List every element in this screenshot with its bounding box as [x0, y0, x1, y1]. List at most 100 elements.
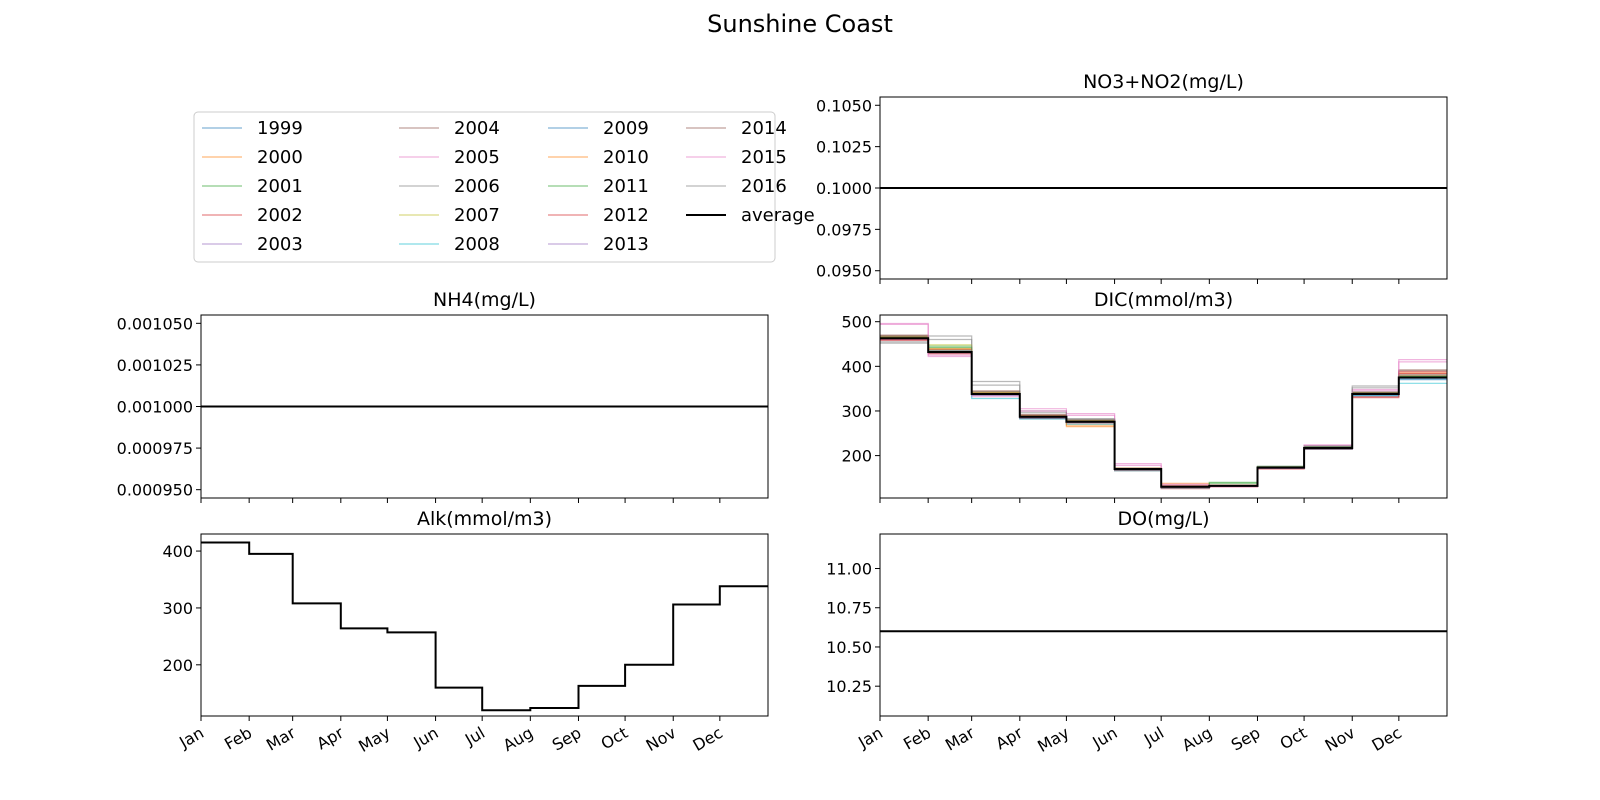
y-tick-label: 0.1050 — [816, 96, 872, 115]
panel-frame — [879, 533, 1448, 717]
panel-no3: NO3+NO2(mg/L) 0.0950 0.0975 0.1000 0.1025 0.1… — [816, 71, 1448, 284]
y-tick-label: 300 — [162, 599, 193, 618]
panel-frame — [879, 314, 1448, 499]
x-tick-label: Apr — [992, 723, 1026, 754]
series-line-average — [880, 337, 1447, 488]
legend-entry-2003: 2003 — [257, 234, 303, 255]
legend-entry-2001: 2001 — [257, 176, 303, 197]
legend-entry-average: average — [741, 205, 815, 226]
legend-frame — [193, 111, 776, 263]
y-tick-label: 10.75 — [826, 599, 872, 618]
legend-entry-2015: 2015 — [741, 147, 787, 168]
x-tick-label: Nov — [643, 723, 680, 755]
series-line-2003 — [880, 338, 1447, 488]
y-tick-label: 0.000975 — [117, 439, 193, 458]
legend-entry-1999: 1999 — [257, 118, 303, 139]
panel-nh4: NH4(mg/L) 0.000950 0.000975 0.001000 0.00102… — [117, 289, 769, 503]
x-tick-label: Mar — [263, 723, 299, 755]
y-tick-label: 400 — [162, 542, 193, 561]
series-line-2010 — [880, 336, 1447, 487]
x-tick-label: Jul — [1140, 723, 1167, 750]
y-tick-label: 0.0975 — [816, 220, 872, 239]
series-line-2004 — [880, 334, 1447, 487]
x-tick-label: May — [355, 723, 393, 756]
x-tick-label: Jun — [1089, 723, 1121, 752]
series-line-2006 — [880, 335, 1447, 487]
legend-entry-2016: 2016 — [741, 176, 787, 197]
panel-title-nh4: NH4(mg/L) — [433, 289, 536, 311]
legend: 1999 2000 2001 2002 2003 2004 2005 2006 2007 2008… — [193, 111, 815, 263]
x-tick-label: Feb — [900, 723, 934, 754]
x-tick-label: Jan — [175, 723, 207, 752]
y-tick-label: 500 — [841, 313, 872, 332]
legend-entry-2008: 2008 — [454, 234, 500, 255]
legend-entry-2012: 2012 — [603, 205, 649, 226]
legend-entry-2011: 2011 — [603, 176, 649, 197]
panel-dic: DIC(mmol/m3) 200 300 400 500 — [841, 289, 1448, 503]
y-tick-label: 0.1000 — [816, 179, 872, 198]
x-tick-label: Jul — [461, 723, 488, 750]
panel-do: DO(mg/L) 10.25 10.50 10.75 11.00 Jan Feb Mar Apr… — [826, 508, 1448, 756]
legend-entry-2004: 2004 — [454, 118, 500, 139]
legend-entry-2013: 2013 — [603, 234, 649, 255]
y-tick-label: 400 — [841, 357, 872, 376]
series-group-dic — [880, 322, 1447, 490]
panel-alk: Alk(mmol/m3) 200 300 400 Jan Feb Mar Apr May Jun J… — [162, 508, 769, 756]
legend-entry-2009: 2009 — [603, 118, 649, 139]
series-line-2000 — [880, 335, 1447, 486]
x-tick-label: Jun — [410, 723, 442, 752]
legend-entry-2007: 2007 — [454, 205, 500, 226]
panel-title-dic: DIC(mmol/m3) — [1094, 289, 1233, 311]
series-line-2001 — [880, 336, 1447, 488]
legend-entry-2006: 2006 — [454, 176, 500, 197]
panel-title-no3: NO3+NO2(mg/L) — [1083, 71, 1244, 93]
panel-title-alk: Alk(mmol/m3) — [417, 508, 552, 530]
legend-entry-2000: 2000 — [257, 147, 303, 168]
y-tick-label: 300 — [841, 402, 872, 421]
x-tick-label: Feb — [221, 723, 255, 754]
figure-title: Sunshine Coast — [707, 10, 893, 38]
x-tick-label: Nov — [1322, 723, 1359, 755]
legend-entry-2014: 2014 — [741, 118, 787, 139]
x-tick-label: Aug — [500, 723, 537, 755]
legend-entry-2010: 2010 — [603, 147, 649, 168]
series-line-2011 — [880, 337, 1447, 487]
y-tick-label: 11.00 — [826, 560, 872, 579]
y-tick-label: 10.25 — [826, 677, 872, 696]
series-line-2002 — [880, 339, 1447, 490]
x-tick-label: Mar — [942, 723, 978, 755]
x-tick-label: Dec — [690, 723, 726, 755]
y-tick-label: 200 — [841, 447, 872, 466]
series-line-2012 — [880, 338, 1447, 489]
y-tick-label: 0.000950 — [117, 481, 193, 500]
series-line-1999 — [880, 336, 1447, 489]
y-tick-label: 0.001050 — [117, 314, 193, 333]
series-line-2008 — [880, 335, 1447, 489]
x-tick-label: Oct — [1277, 723, 1310, 753]
series-line-2009 — [880, 338, 1447, 488]
x-tick-label: Sep — [549, 723, 585, 755]
legend-entry-2005: 2005 — [454, 147, 500, 168]
y-tick-label: 10.50 — [826, 638, 872, 657]
x-tick-label: May — [1034, 723, 1072, 756]
y-tick-label: 200 — [162, 656, 193, 675]
x-tick-label: Aug — [1179, 723, 1216, 755]
x-tick-label: Apr — [313, 723, 347, 754]
legend-entry-2002: 2002 — [257, 205, 303, 226]
series-line-2013 — [880, 338, 1447, 488]
panel-frame — [200, 533, 769, 717]
series-line-2007 — [880, 337, 1447, 488]
series-line-average — [201, 541, 768, 712]
y-tick-label: 0.001000 — [117, 398, 193, 417]
x-tick-label: Oct — [598, 723, 631, 753]
x-tick-label: Dec — [1369, 723, 1405, 755]
series-line-2014 — [880, 335, 1447, 487]
y-tick-label: 0.1025 — [816, 138, 872, 157]
y-tick-label: 0.0950 — [816, 262, 872, 281]
series-line-2016 — [880, 338, 1447, 488]
x-tick-label: Sep — [1228, 723, 1264, 755]
y-tick-label: 0.001025 — [117, 356, 193, 375]
x-tick-label: Jan — [854, 723, 886, 752]
series-group-alk — [201, 541, 768, 712]
